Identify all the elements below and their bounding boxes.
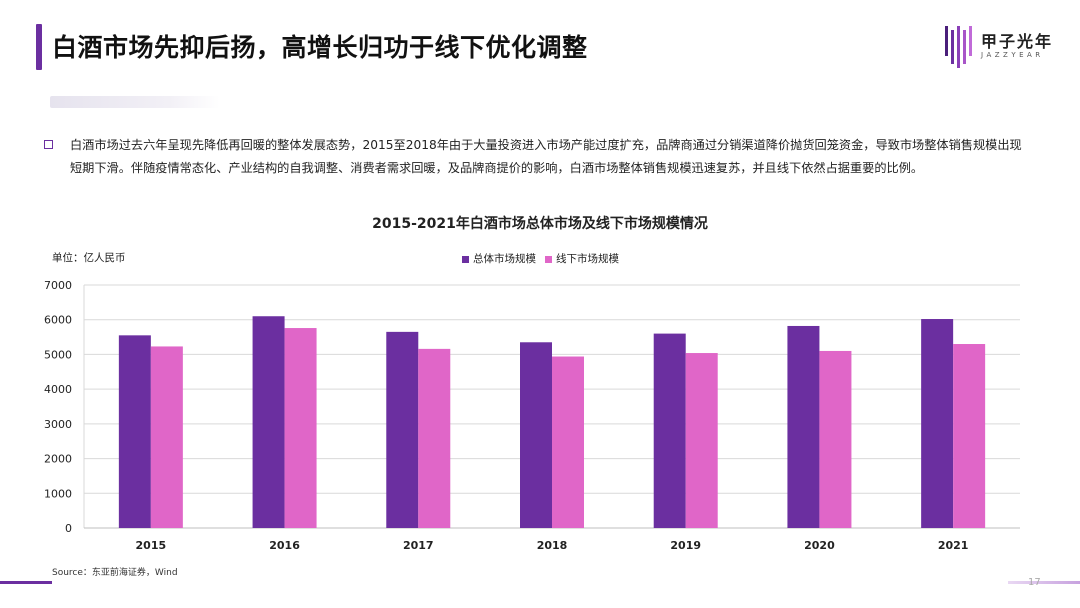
legend-item-total: 总体市场规模 bbox=[462, 251, 536, 266]
bar-offline-2021 bbox=[953, 344, 986, 528]
brand-name: 甲子光年 bbox=[981, 32, 1054, 51]
y-tick-label: 7000 bbox=[44, 279, 72, 292]
x-tick-label: 2015 bbox=[136, 539, 167, 552]
x-tick-label: 2016 bbox=[269, 539, 300, 552]
chart-title: 2015-2021年白酒市场总体市场及线下市场规模情况 bbox=[372, 216, 708, 232]
chart-unit-label: 单位：亿人民币 bbox=[52, 252, 126, 264]
description-paragraph: 白酒市场过去六年呈现先降低再回暖的整体发展态势，2015至2018年由于大量投资… bbox=[70, 138, 1022, 175]
bar-offline-2016 bbox=[284, 328, 317, 528]
x-tick-label: 2018 bbox=[537, 539, 568, 552]
bar-offline-2015 bbox=[150, 346, 183, 528]
x-tick-label: 2017 bbox=[403, 539, 434, 552]
bar-total-2021 bbox=[921, 319, 954, 528]
brand-subtitle: JAZZYEAR bbox=[981, 51, 1044, 59]
x-tick-label: 2019 bbox=[670, 539, 701, 552]
title-accent-bar bbox=[36, 24, 42, 70]
title-underline-decoration bbox=[50, 96, 220, 108]
bar-offline-2017 bbox=[418, 348, 451, 528]
legend-label-total: 总体市场规模 bbox=[473, 253, 536, 265]
y-tick-label: 4000 bbox=[44, 383, 72, 396]
y-tick-label: 6000 bbox=[44, 314, 72, 327]
legend-swatch-total bbox=[462, 255, 469, 263]
legend-item-offline: 线下市场规模 bbox=[545, 251, 619, 266]
y-tick-label: 0 bbox=[65, 522, 72, 535]
brand-logo: 甲子光年 JAZZYEAR bbox=[943, 24, 1053, 72]
bar-offline-2019 bbox=[685, 353, 718, 528]
bar-total-2017 bbox=[386, 331, 419, 528]
bar-offline-2020 bbox=[819, 350, 852, 528]
bar-total-2018 bbox=[520, 342, 552, 528]
y-tick-label: 2000 bbox=[44, 453, 72, 466]
x-tick-label: 2020 bbox=[804, 539, 835, 552]
y-tick-label: 5000 bbox=[44, 348, 72, 361]
page-title: 白酒市场先抑后扬，高增长归功于线下优化调整 bbox=[52, 33, 588, 62]
bullet-square-icon bbox=[44, 140, 53, 149]
legend-label-offline: 线下市场规模 bbox=[556, 253, 619, 265]
bar-total-2020 bbox=[787, 325, 820, 528]
page-number: 17 bbox=[1028, 577, 1041, 588]
y-tick-label: 3000 bbox=[44, 418, 72, 431]
y-tick-label: 1000 bbox=[44, 487, 72, 500]
footer-accent-line-right bbox=[1008, 581, 1080, 584]
footer-accent-line-left bbox=[0, 581, 52, 584]
chart-legend: 总体市场规模 线下市场规模 bbox=[0, 251, 1080, 265]
bar-total-2015 bbox=[118, 335, 151, 528]
legend-swatch-offline bbox=[545, 255, 552, 263]
brand-logo-icon bbox=[945, 26, 972, 68]
bar-total-2019 bbox=[653, 333, 686, 528]
bar-total-2016 bbox=[252, 316, 285, 528]
x-tick-label: 2021 bbox=[938, 539, 969, 552]
source-note: Source：东亚前海证券，Wind bbox=[52, 568, 178, 578]
bar-offline-2018 bbox=[552, 356, 584, 528]
